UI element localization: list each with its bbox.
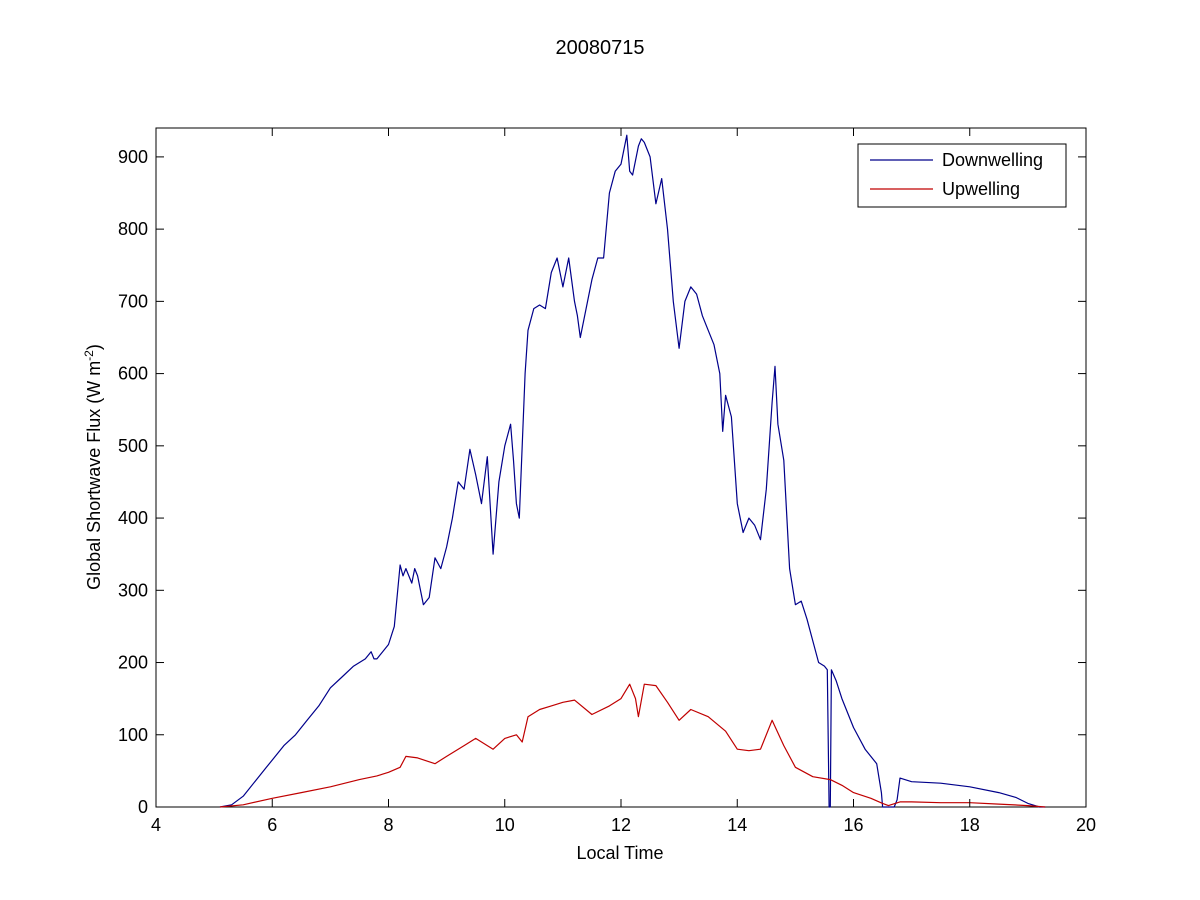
x-tick-label: 10 — [495, 815, 515, 835]
x-tick-label: 6 — [267, 815, 277, 835]
series-line-downwelling — [219, 134, 1046, 808]
chart-title: 20080715 — [556, 37, 645, 59]
y-axis-label-sup: -2 — [82, 350, 96, 361]
ticks-layer: 4 6 8 10 12 14 16 18 200100200300400500600700800… — [118, 128, 1096, 835]
y-axis-label: Global Shortwave Flux (W m-2) — [82, 344, 104, 590]
y-axis-label-prefix: Global Shortwave Flux (W m — [84, 361, 104, 590]
x-tick-label: 4 — [151, 815, 161, 835]
legend-box — [857, 143, 1067, 208]
x-tick-label: 12 — [611, 815, 631, 835]
legend-label-upwelling: Upwelling — [942, 179, 1020, 199]
series-line-upwelling — [219, 683, 1046, 808]
series-layer — [219, 134, 1046, 808]
x-tick-label: 14 — [727, 815, 747, 835]
x-tick-label: 8 — [383, 815, 393, 835]
y-tick-label: 200 — [118, 653, 148, 673]
y-tick-label: 800 — [118, 219, 148, 239]
x-tick-label: 20 — [1076, 815, 1096, 835]
y-tick-label: 700 — [118, 291, 148, 311]
x-tick-label: 18 — [960, 815, 980, 835]
x-axis-label: Local Time — [576, 843, 663, 863]
y-tick-label: 400 — [118, 508, 148, 528]
y-tick-label: 500 — [118, 436, 148, 456]
plot-area — [155, 127, 1087, 808]
legend: Downwelling Upwelling — [857, 143, 1067, 208]
y-tick-label: 100 — [118, 725, 148, 745]
x-tick-label: 16 — [843, 815, 863, 835]
y-tick-label: 0 — [138, 797, 148, 817]
legend-label-downwelling: Downwelling — [942, 150, 1043, 170]
y-tick-label: 300 — [118, 580, 148, 600]
y-axis-label-suffix: ) — [84, 344, 104, 350]
y-tick-label: 600 — [118, 364, 148, 384]
y-tick-label: 900 — [118, 147, 148, 167]
